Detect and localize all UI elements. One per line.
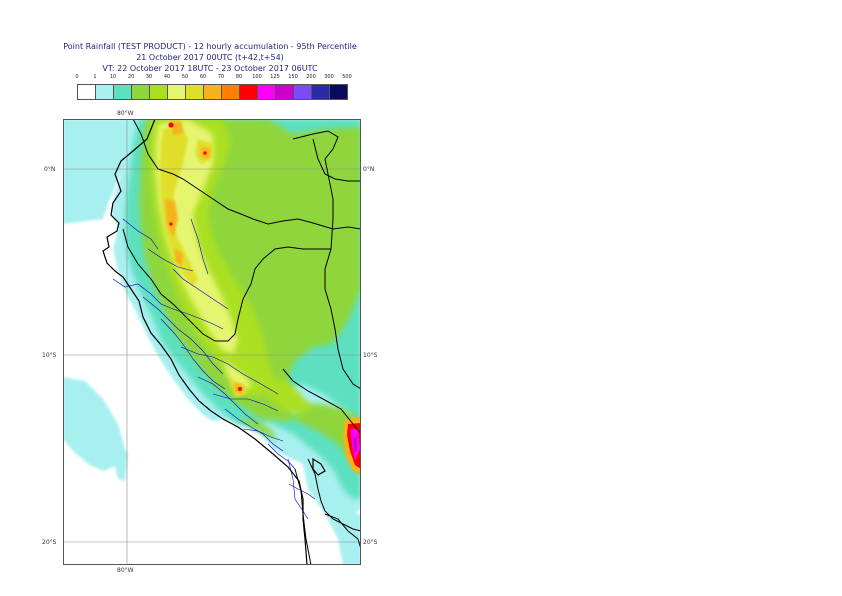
lat-label-left-0: 0°N: [44, 166, 56, 173]
legend-label: 1: [93, 74, 97, 80]
lat-label-right-20: 20°S: [363, 539, 378, 546]
legend-label: 300: [324, 74, 334, 80]
legend-swatch: [149, 84, 168, 100]
legend-label: 40: [163, 74, 171, 80]
legend-label: 150: [288, 74, 298, 80]
lat-label-left-20: 20°S: [42, 539, 57, 546]
graticule: [63, 119, 361, 565]
lat-label-right-0: 0°N: [363, 166, 375, 173]
admin-boundaries: [112, 218, 316, 520]
legend-swatch: [221, 84, 240, 100]
legend-label: 500: [342, 74, 352, 80]
lon-label-bottom: 80°W: [117, 567, 134, 574]
legend-label: 50: [181, 74, 189, 80]
legend-swatch: [77, 84, 96, 100]
legend-label: 10: [109, 74, 117, 80]
legend-label: 20: [127, 74, 135, 80]
legend-label: 60: [199, 74, 207, 80]
map-title: Point Rainfall (TEST PRODUCT) - 12 hourl…: [63, 42, 357, 51]
legend-swatch: [131, 84, 150, 100]
legend-swatch: [95, 84, 114, 100]
national-borders: [122, 119, 361, 565]
legend-label: 100: [252, 74, 262, 80]
coastline: [102, 119, 326, 565]
map-valid-time: VT: 22 October 2017 18UTC - 23 October 2…: [102, 64, 318, 73]
legend-label: 200: [306, 74, 316, 80]
legend-swatch: [167, 84, 186, 100]
legend-swatch: [293, 84, 312, 100]
legend-swatch: [203, 84, 222, 100]
legend-label: 0: [75, 74, 79, 80]
legend-swatch: [239, 84, 258, 100]
legend-swatch: [257, 84, 276, 100]
lat-label-right-10: 10°S: [363, 352, 378, 359]
lat-label-left-10: 10°S: [42, 352, 57, 359]
legend-swatch: [275, 84, 294, 100]
map-frame: [63, 119, 361, 565]
legend-label: 30: [145, 74, 153, 80]
legend-label: 80: [235, 74, 243, 80]
legend-swatch: [311, 84, 330, 100]
legend-label: 70: [217, 74, 225, 80]
legend-swatch: [113, 84, 132, 100]
lon-label-top: 80°W: [117, 110, 134, 117]
legend-swatch: [329, 84, 348, 100]
rainfall-map: [63, 119, 361, 565]
legend-swatch: [185, 84, 204, 100]
color-legend: 0 1 10 20 30 40 50 60 70 80 100 125 150 200 300 500: [75, 74, 352, 102]
rain-extreme-hotspot: [343, 417, 361, 475]
map-run-time: 21 October 2017 00UTC (t+42,t+54): [136, 53, 284, 62]
rain-80-100: [168, 122, 242, 391]
legend-label: 125: [270, 74, 280, 80]
